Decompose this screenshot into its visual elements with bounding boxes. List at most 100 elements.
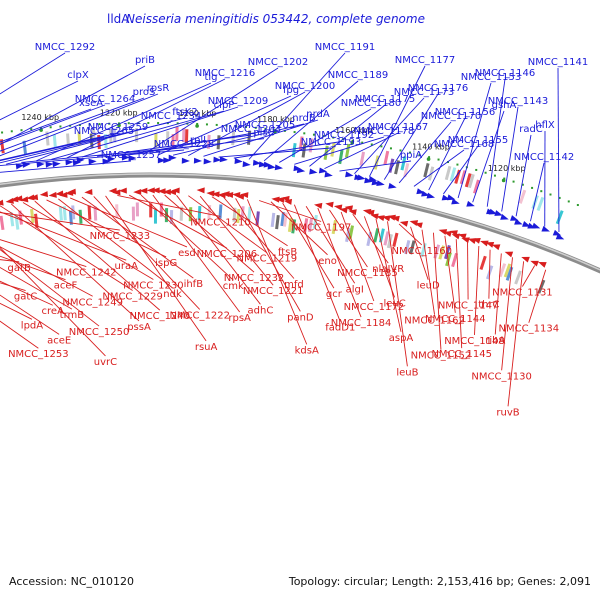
feature-rings — [0, 126, 565, 294]
gene-label: ppiA — [400, 150, 422, 161]
outer-feature-block — [184, 129, 189, 144]
leader-line — [0, 266, 73, 310]
inner-feature-block — [404, 240, 411, 255]
leader-line — [352, 213, 389, 264]
tick-minor — [117, 122, 120, 125]
outer-feature-block — [171, 134, 175, 149]
forward-gene-arrow — [368, 176, 378, 182]
leader-line — [467, 242, 469, 300]
reverse-gene-arrow — [387, 214, 396, 221]
reverse-gene-arrow — [485, 242, 495, 248]
gene-label: mfd — [284, 280, 304, 291]
leader-line — [387, 221, 408, 367]
tick-minor — [1, 131, 4, 134]
leader-line — [354, 97, 425, 175]
outer-feature-block — [298, 136, 304, 151]
leader-line — [282, 202, 335, 289]
leader-line — [152, 194, 241, 313]
reverse-gene-arrow — [325, 201, 334, 208]
outer-feature-block — [291, 142, 297, 158]
forward-gene-arrow — [357, 174, 366, 181]
leader-line — [258, 200, 322, 222]
gene-label: aspA — [389, 333, 414, 344]
forward-gene-labels: NMCC_1292 clpX xseA NMCC_1265 NMCC_1264 NMCC_… — [35, 42, 589, 163]
forward-gene-arrow — [451, 198, 460, 205]
leader-line — [410, 226, 429, 280]
outer-feature-block — [467, 173, 475, 189]
forward-gene-arrow — [318, 167, 328, 174]
forward-gene-arrow — [234, 158, 243, 164]
reverse-gene-arrow — [29, 194, 39, 201]
tick-minor — [205, 123, 208, 126]
forward-gene-arrow — [45, 161, 54, 168]
gene-label: creA — [42, 306, 65, 317]
inner-feature-block — [503, 263, 512, 278]
outer-feature-block — [403, 162, 410, 178]
gene-label: NMCC_1160 — [392, 246, 453, 257]
inner-feature-block — [247, 206, 252, 221]
outer-feature-block — [22, 140, 28, 155]
gene-label: NMCC_1219 — [237, 254, 298, 265]
inner-feature-block — [18, 210, 23, 225]
outer-feature-block — [518, 189, 527, 204]
reverse-gene-arrow — [211, 191, 220, 198]
leader-line — [339, 160, 412, 172]
gene-label: rsuA — [195, 342, 218, 353]
reverse-gene-arrow — [84, 189, 93, 196]
tick-minor — [521, 183, 524, 186]
outer-feature-block — [473, 179, 480, 194]
outer-feature-block — [536, 196, 545, 212]
leader-line — [488, 249, 491, 299]
tick-label: 1240 kbp — [21, 113, 59, 122]
tick-minor — [399, 149, 402, 152]
gene-label: algI — [346, 284, 364, 295]
backbone-highlight — [0, 173, 600, 271]
tick-label: 1140 kbp — [412, 142, 450, 151]
reverse-gene-arrow — [530, 260, 539, 267]
tick-dot — [501, 178, 506, 183]
leader-line — [69, 197, 188, 248]
leader-line — [0, 80, 79, 121]
inner-feature-block — [275, 214, 280, 230]
leader-line — [368, 65, 426, 177]
forward-leader-lines — [0, 52, 560, 232]
forward-gene-arrow — [500, 214, 509, 220]
tick-minor — [418, 153, 421, 156]
leader-line — [0, 108, 92, 143]
reverse-gene-arrow — [438, 229, 448, 235]
reverse-gene-arrow — [146, 187, 155, 194]
leader-line — [305, 206, 356, 284]
reverse-gene-arrow — [339, 207, 348, 214]
gene-label: NMCC_1259 — [88, 122, 149, 133]
gene-label: leuB — [396, 367, 418, 378]
reverse-gene-arrow — [196, 187, 205, 194]
reverse-gene-arrow — [225, 192, 234, 198]
leader-line — [472, 110, 505, 203]
tick-minor — [78, 124, 81, 127]
reverse-gene-arrow — [443, 231, 452, 237]
reverse-gene-arrow — [26, 194, 35, 201]
inner-feature-block — [312, 214, 318, 230]
inner-feature-block — [438, 245, 446, 260]
gene-label: NMCC_1148 — [444, 336, 505, 347]
outer-feature-block — [444, 165, 452, 181]
tick-minor — [176, 122, 179, 125]
leader-line — [270, 201, 328, 256]
reverse-gene-arrow — [391, 215, 400, 222]
tick-minor — [108, 122, 111, 125]
leader-line — [188, 195, 268, 254]
inner-feature-block — [498, 263, 507, 278]
gene-label: fpg — [283, 85, 299, 96]
gene-label: leuC — [383, 298, 405, 309]
tick-dot — [350, 141, 355, 145]
inner-feature-block — [62, 206, 67, 221]
leader-line — [81, 196, 194, 279]
gene-label: uraA — [115, 261, 139, 272]
gene-label: NMCC_1176 — [408, 83, 469, 94]
leader-line — [96, 134, 252, 157]
leader-line — [235, 198, 301, 312]
inner-feature-block — [0, 215, 5, 230]
inner-feature-block — [392, 232, 399, 247]
gene-label: tig — [204, 72, 217, 83]
gene-label: NMCC_1178 — [354, 126, 415, 137]
